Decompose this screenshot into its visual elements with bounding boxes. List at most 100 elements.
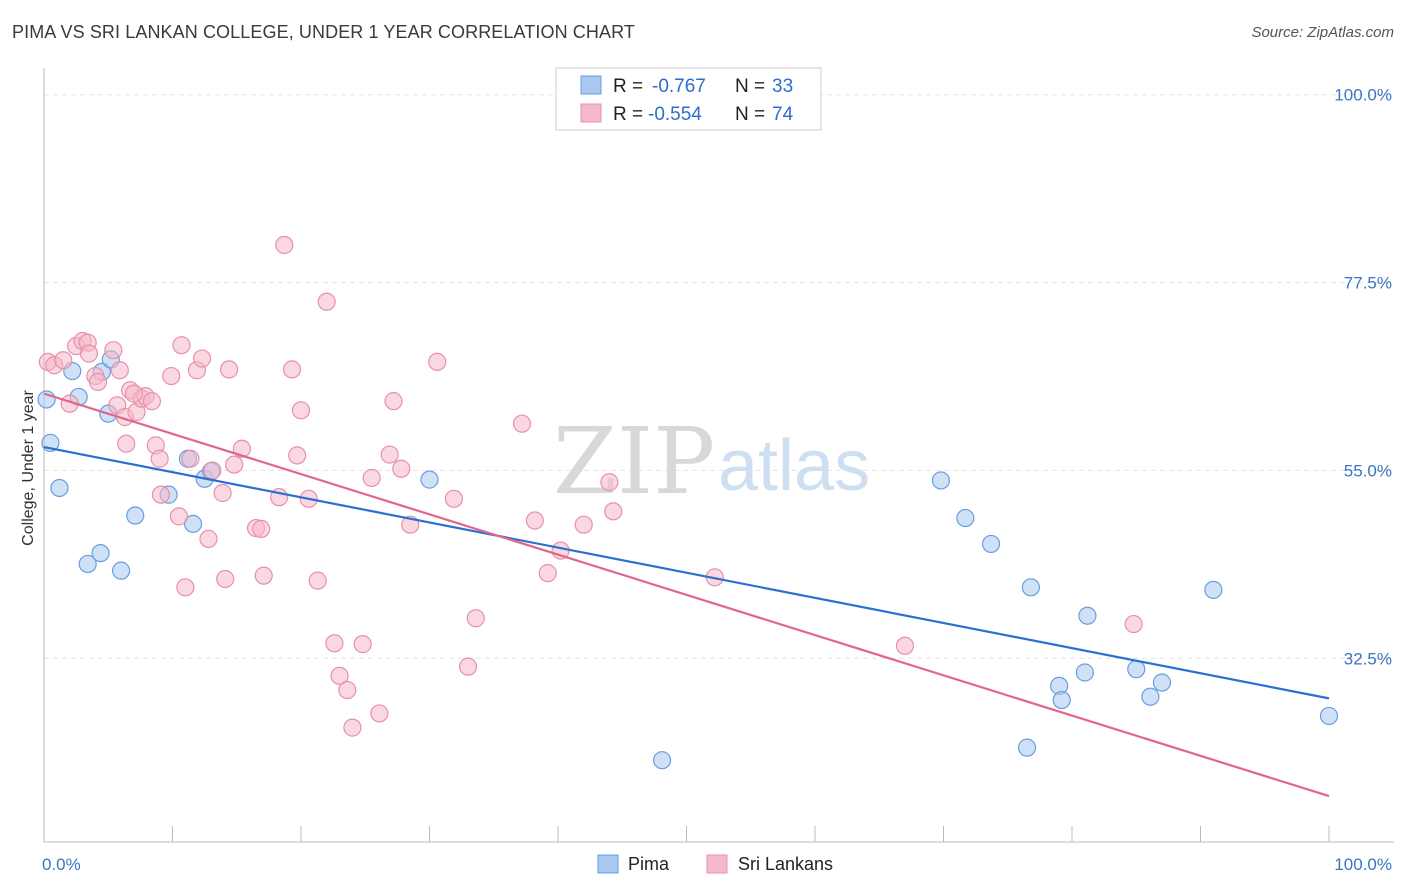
point-pima (126, 506, 145, 525)
grid-lines (44, 94, 1394, 659)
point-sri-lankans (466, 609, 485, 628)
point-sri-lankans (353, 635, 372, 654)
legend-r-value: -0.554 (648, 104, 702, 125)
bottom-legend-label-sri-lankans: Sri Lankans (738, 854, 833, 874)
point-pima (183, 514, 203, 533)
point-sri-lankans (199, 529, 218, 549)
point-sri-lankans (254, 566, 273, 585)
point-sri-lankans (225, 455, 244, 474)
x-tick-label: 0.0% (42, 855, 81, 874)
point-sri-lankans (192, 349, 212, 368)
point-sri-lankans (444, 489, 464, 508)
point-pima (1075, 663, 1094, 682)
point-sri-lankans (172, 336, 191, 355)
point-sri-lankans (343, 718, 362, 737)
point-sri-lankans (169, 507, 189, 526)
point-pima (1127, 660, 1146, 679)
legend-r-value: -0.767 (652, 76, 706, 97)
point-pima (1141, 687, 1160, 706)
point-sri-lankans (162, 366, 181, 386)
point-sri-lankans (291, 401, 311, 420)
legend-n-value: 33 (772, 76, 793, 97)
point-sri-lankans (275, 235, 294, 255)
legend-n-label: N = (735, 104, 765, 125)
point-pima (78, 554, 97, 574)
legend-swatch-pima (580, 75, 602, 95)
point-sri-lankans (150, 449, 169, 468)
y-axis-label: College, Under 1 year (20, 390, 37, 546)
point-pima (1021, 578, 1040, 597)
legend-r-label: R = (613, 104, 643, 125)
point-sri-lankans (288, 446, 307, 465)
point-sri-lankans (110, 361, 129, 380)
trend-line-pima (43, 445, 1330, 700)
point-sri-lankans (124, 384, 144, 403)
point-sri-lankans (428, 352, 447, 371)
trend-line-sri-lankans (43, 392, 1330, 798)
x-tick-label: 100.0% (1334, 855, 1392, 874)
point-sri-lankans (216, 569, 235, 589)
point-sri-lankans (252, 519, 271, 538)
tick-labels: 32.5% 55.0% 77.5% 100.0% 0.0% 100.0% (42, 86, 1392, 874)
watermark-atlas: atlas (718, 426, 870, 506)
point-pima (1319, 706, 1339, 726)
y-tick-label: 100.0% (1334, 86, 1392, 105)
correlation-legend: R = -0.767 N = 33 R = -0.554 N = 74 (555, 67, 822, 131)
point-sri-lankans (213, 483, 232, 503)
y-tick-label: 32.5% (1344, 649, 1392, 668)
point-pima (111, 561, 131, 580)
point-sri-lankans (317, 292, 336, 311)
point-sri-lankans (604, 502, 623, 521)
point-sri-lankans (512, 414, 532, 433)
bottom-legend-swatch-sri-lankans (706, 854, 728, 874)
point-sri-lankans (458, 657, 478, 676)
point-pima (91, 543, 110, 563)
legend-n-label: N = (735, 76, 765, 97)
point-sri-lankans (325, 634, 344, 653)
point-pima (50, 478, 69, 498)
point-pima (1052, 690, 1071, 710)
watermark-zip: ZIP (553, 408, 715, 515)
point-sri-lankans (895, 636, 915, 655)
point-sri-lankans (54, 351, 73, 370)
point-sri-lankans (151, 485, 171, 504)
point-sri-lankans (538, 564, 557, 583)
point-pima (1017, 738, 1037, 757)
point-sri-lankans (574, 515, 593, 534)
point-sri-lankans (370, 704, 389, 723)
point-pima (1078, 606, 1097, 625)
point-pima (1204, 580, 1223, 599)
bottom-legend-swatch-pima (597, 854, 619, 874)
point-pima (931, 471, 951, 490)
point-pima (420, 470, 439, 489)
point-sri-lankans (380, 445, 399, 464)
point-pima (1152, 673, 1172, 692)
point-sri-lankans (181, 449, 200, 468)
point-sri-lankans (88, 372, 108, 392)
data-points (37, 235, 1339, 770)
legend-n-value: 74 (772, 104, 794, 125)
point-sri-lankans (525, 511, 544, 530)
point-sri-lankans (104, 341, 123, 360)
point-sri-lankans (362, 468, 381, 488)
point-sri-lankans (142, 392, 162, 411)
point-sri-lankans (600, 473, 619, 492)
point-sri-lankans (117, 434, 136, 453)
trend-lines (43, 392, 1330, 798)
y-tick-label: 55.0% (1344, 461, 1392, 480)
point-sri-lankans (384, 392, 403, 411)
point-sri-lankans (79, 344, 99, 363)
point-pima (981, 534, 1001, 554)
legend-swatch-sri-lankans (580, 103, 602, 123)
source-credit: Source: ZipAtlas.com (1251, 24, 1394, 41)
point-sri-lankans (392, 459, 411, 478)
point-sri-lankans (308, 571, 327, 590)
point-sri-lankans (203, 461, 222, 480)
point-sri-lankans (219, 360, 239, 379)
legend-r-label: R = (613, 76, 643, 97)
point-sri-lankans (1124, 614, 1143, 634)
point-sri-lankans (176, 578, 195, 597)
y-tick-label: 77.5% (1344, 274, 1392, 293)
point-sri-lankans (338, 680, 357, 700)
